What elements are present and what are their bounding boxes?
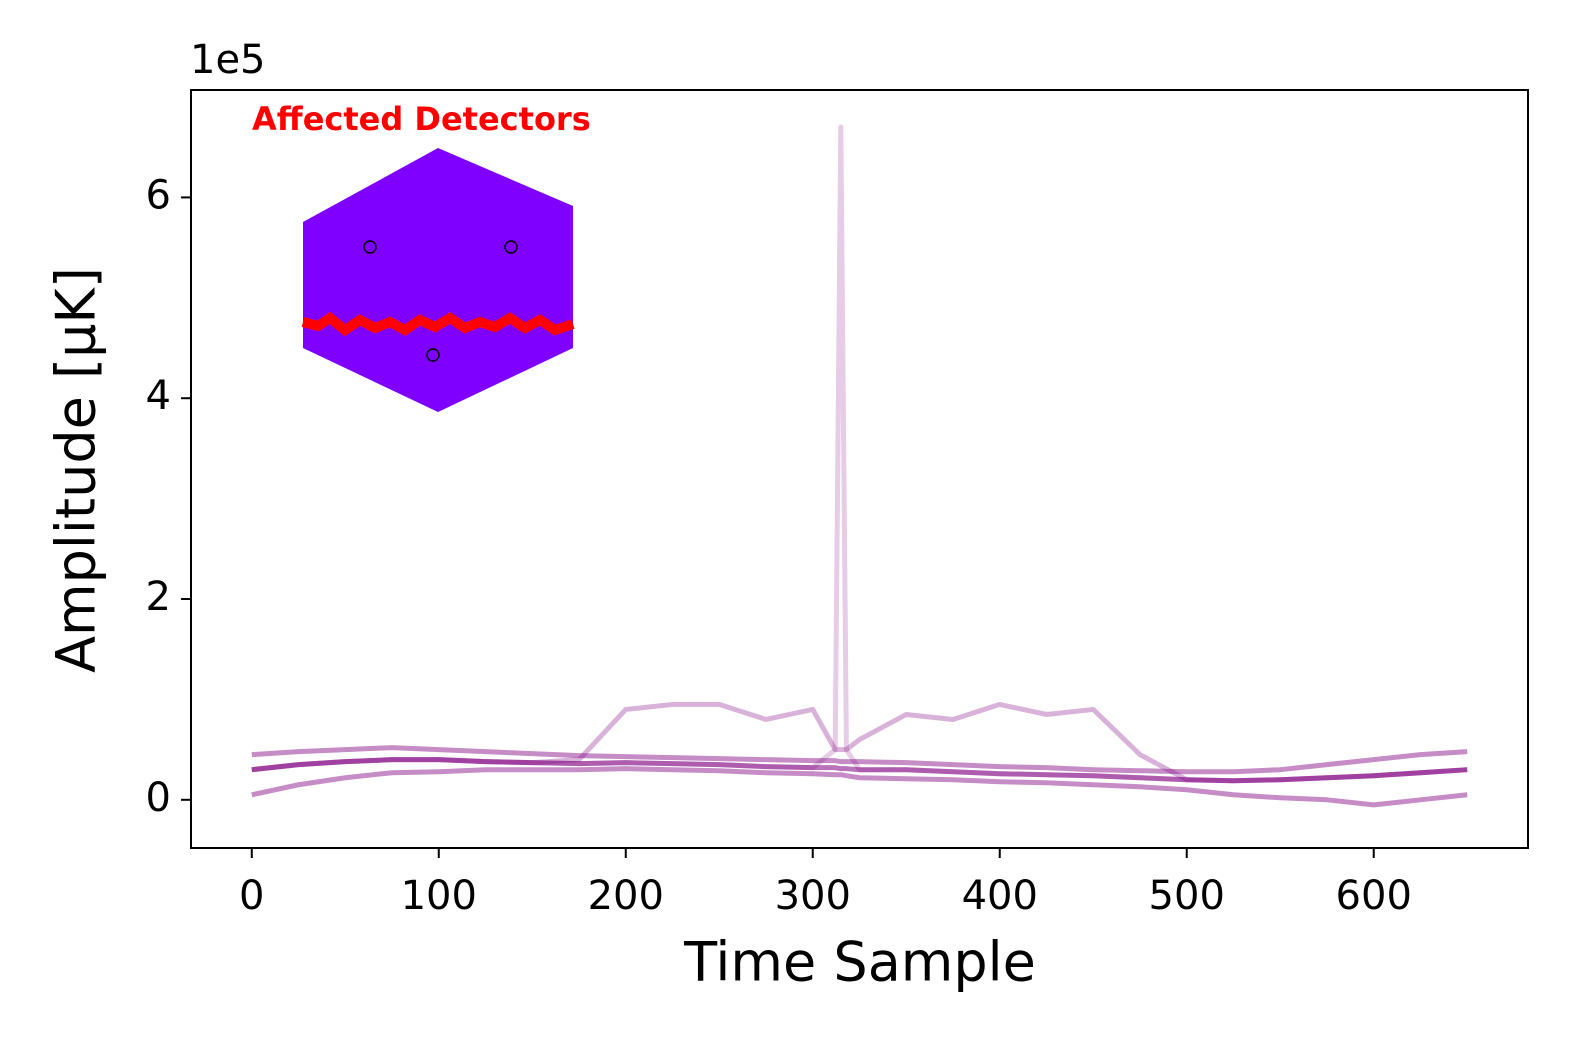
series-line — [251, 124, 1468, 784]
y-offset-label: 1e5 — [190, 37, 266, 83]
y-axis-label: Amplitude [μK] — [45, 267, 108, 673]
x-tick-label: 0 — [239, 873, 264, 919]
axes-frame — [190, 89, 1529, 849]
detector-marker — [363, 240, 377, 254]
inset-title: Affected Detectors — [252, 100, 591, 138]
y-tick-label: 0 — [146, 775, 171, 821]
detector-marker — [426, 348, 440, 362]
series-line — [251, 757, 1468, 784]
x-tick-label: 100 — [401, 873, 477, 919]
y-tick-label: 4 — [146, 373, 171, 419]
x-tick-label: 400 — [962, 873, 1038, 919]
plot-area — [251, 124, 1468, 808]
y-tick-label: 2 — [146, 574, 171, 620]
x-tick-label: 300 — [775, 873, 851, 919]
detector-marker — [504, 240, 518, 254]
x-tick-label: 500 — [1149, 873, 1225, 919]
series-line — [251, 701, 1468, 784]
x-axis-label: Time Sample — [683, 931, 1036, 994]
inset: Affected Detectors — [252, 100, 591, 412]
x-tick-label: 200 — [588, 873, 664, 919]
series-line — [251, 766, 1468, 808]
y-tick-label: 6 — [146, 172, 171, 218]
x-tick-label: 600 — [1336, 873, 1412, 919]
detector-array — [303, 148, 573, 412]
series-line — [251, 745, 1468, 775]
affected-band — [301, 311, 575, 337]
